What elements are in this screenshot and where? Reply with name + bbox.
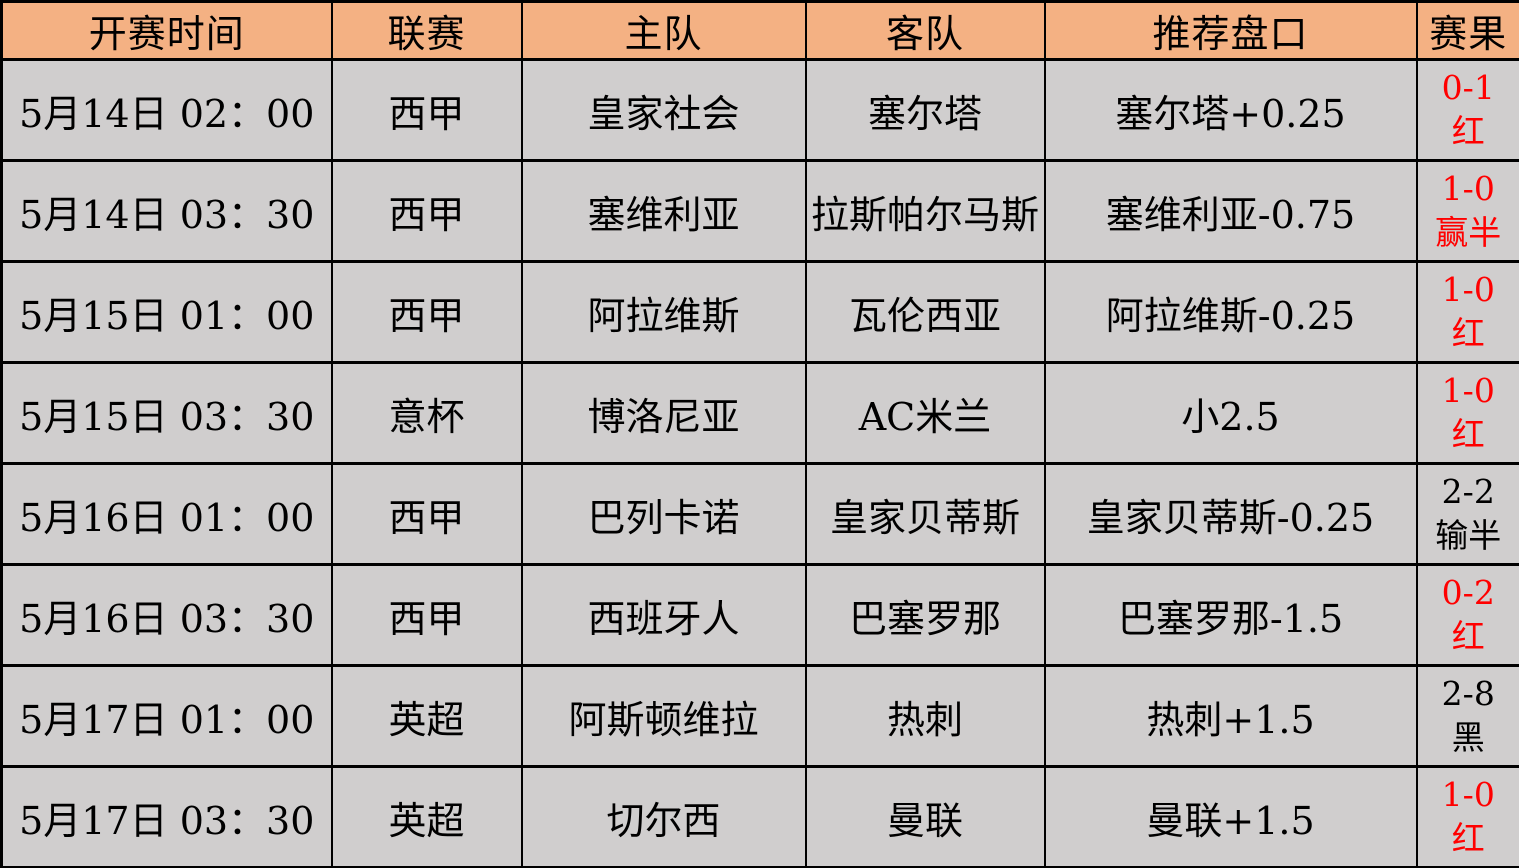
cell-away: 巴塞罗那 — [804, 563, 1046, 667]
cell-handicap: 巴塞罗那-1.5 — [1043, 563, 1418, 667]
cell-league: 西甲 — [330, 159, 523, 263]
cell-away: 皇家贝蒂斯 — [804, 462, 1046, 566]
cell-home: 皇家社会 — [520, 58, 807, 162]
result-score: 2-2 — [1441, 472, 1495, 511]
result-verdict: 赢半 — [1435, 213, 1502, 252]
cell-home: 切尔西 — [520, 765, 807, 868]
table-row: 5月17日 03：30 英超 切尔西 曼联 曼联+1.5 1-0 红 — [0, 765, 1519, 868]
result-score: 1-0 — [1441, 775, 1495, 814]
cell-league: 西甲 — [330, 260, 523, 364]
cell-handicap: 皇家贝蒂斯-0.25 — [1043, 462, 1418, 566]
cell-result: 0-1 红 — [1415, 58, 1519, 162]
cell-time: 5月15日 01：00 — [0, 260, 333, 364]
result-score: 0-1 — [1441, 68, 1495, 107]
table-row: 5月15日 01：00 西甲 阿拉维斯 瓦伦西亚 阿拉维斯-0.25 1-0 红 — [0, 260, 1519, 364]
result-verdict: 红 — [1451, 314, 1485, 353]
result-verdict: 红 — [1451, 112, 1485, 151]
cell-away: 瓦伦西亚 — [804, 260, 1046, 364]
cell-time: 5月14日 03：30 — [0, 159, 333, 263]
cell-handicap: 小2.5 — [1043, 361, 1418, 465]
cell-league: 西甲 — [330, 563, 523, 667]
cell-handicap: 曼联+1.5 — [1043, 765, 1418, 868]
cell-result: 2-8 黑 — [1415, 664, 1519, 768]
cell-handicap: 塞尔塔+0.25 — [1043, 58, 1418, 162]
cell-time: 5月17日 03：30 — [0, 765, 333, 868]
column-header-home: 主队 — [520, 0, 807, 61]
table-row: 5月17日 01：00 英超 阿斯顿维拉 热刺 热刺+1.5 2-8 黑 — [0, 664, 1519, 768]
table-row: 5月16日 01：00 西甲 巴列卡诺 皇家贝蒂斯 皇家贝蒂斯-0.25 2-2… — [0, 462, 1519, 566]
cell-away: 拉斯帕尔马斯 — [804, 159, 1046, 263]
cell-handicap: 热刺+1.5 — [1043, 664, 1418, 768]
cell-result: 0-2 红 — [1415, 563, 1519, 667]
result-verdict: 红 — [1451, 617, 1485, 656]
cell-away: 塞尔塔 — [804, 58, 1046, 162]
cell-time: 5月14日 02：00 — [0, 58, 333, 162]
result-score: 1-0 — [1441, 371, 1495, 410]
cell-handicap: 阿拉维斯-0.25 — [1043, 260, 1418, 364]
cell-league: 西甲 — [330, 462, 523, 566]
cell-home: 塞维利亚 — [520, 159, 807, 263]
result-verdict: 红 — [1451, 819, 1485, 858]
result-verdict: 输半 — [1435, 516, 1502, 555]
cell-league: 英超 — [330, 664, 523, 768]
cell-league: 意杯 — [330, 361, 523, 465]
cell-time: 5月15日 03：30 — [0, 361, 333, 465]
result-score: 1-0 — [1441, 270, 1495, 309]
result-score: 1-0 — [1441, 169, 1495, 208]
column-header-result: 赛果 — [1415, 0, 1519, 61]
column-header-away: 客队 — [804, 0, 1046, 61]
table-row: 5月15日 03：30 意杯 博洛尼亚 AC米兰 小2.5 1-0 红 — [0, 361, 1519, 465]
cell-away: AC米兰 — [804, 361, 1046, 465]
cell-home: 西班牙人 — [520, 563, 807, 667]
cell-home: 阿拉维斯 — [520, 260, 807, 364]
cell-away: 热刺 — [804, 664, 1046, 768]
result-verdict: 红 — [1451, 415, 1485, 454]
cell-result: 1-0 红 — [1415, 260, 1519, 364]
cell-handicap: 塞维利亚-0.75 — [1043, 159, 1418, 263]
column-header-time: 开赛时间 — [0, 0, 333, 61]
cell-result: 1-0 红 — [1415, 765, 1519, 868]
table-row: 5月16日 03：30 西甲 西班牙人 巴塞罗那 巴塞罗那-1.5 0-2 红 — [0, 563, 1519, 667]
cell-time: 5月16日 01：00 — [0, 462, 333, 566]
result-score: 0-2 — [1441, 573, 1495, 612]
cell-home: 博洛尼亚 — [520, 361, 807, 465]
result-score: 2-8 — [1441, 674, 1495, 713]
column-header-handicap: 推荐盘口 — [1043, 0, 1418, 61]
cell-result: 1-0 红 — [1415, 361, 1519, 465]
column-header-league: 联赛 — [330, 0, 523, 61]
cell-away: 曼联 — [804, 765, 1046, 868]
cell-result: 2-2 输半 — [1415, 462, 1519, 566]
cell-league: 西甲 — [330, 58, 523, 162]
cell-home: 阿斯顿维拉 — [520, 664, 807, 768]
cell-time: 5月17日 01：00 — [0, 664, 333, 768]
result-verdict: 黑 — [1451, 718, 1485, 757]
table-row: 5月14日 03：30 西甲 塞维利亚 拉斯帕尔马斯 塞维利亚-0.75 1-0… — [0, 159, 1519, 263]
table-row: 5月14日 02：00 西甲 皇家社会 塞尔塔 塞尔塔+0.25 0-1 红 — [0, 58, 1519, 162]
cell-league: 英超 — [330, 765, 523, 868]
cell-time: 5月16日 03：30 — [0, 563, 333, 667]
header-row: 开赛时间 联赛 主队 客队 推荐盘口 赛果 — [0, 0, 1519, 61]
cell-home: 巴列卡诺 — [520, 462, 807, 566]
cell-result: 1-0 赢半 — [1415, 159, 1519, 263]
